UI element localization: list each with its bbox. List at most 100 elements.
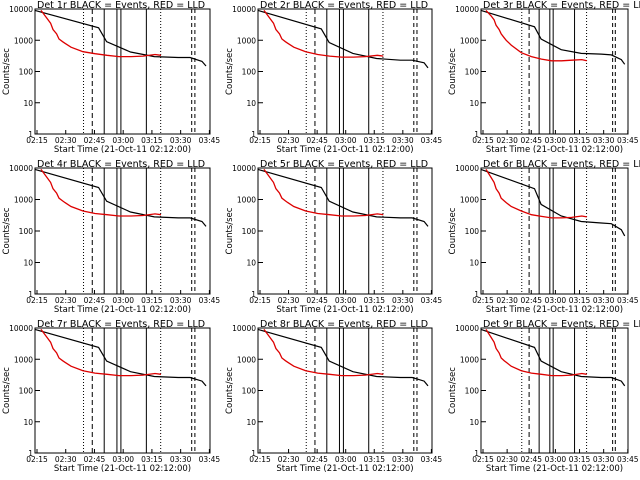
- y-tick-label: 1000: [460, 355, 479, 364]
- x-tick-label: 03:00: [335, 455, 357, 464]
- y-tick-label: 1: [251, 290, 256, 299]
- detector-panel: Det 3r BLACK = Events, RED = LLD 1 10 100 10…: [448, 0, 640, 155]
- panel-title: Det 4r BLACK = Events, RED = LLD: [37, 159, 205, 170]
- x-tick-label: 02:45: [306, 136, 328, 145]
- lld-series-line: [40, 329, 162, 377]
- x-tick-label: 03:15: [141, 136, 163, 145]
- y-tick-label: 1: [251, 449, 256, 458]
- y-tick-label: 100: [242, 227, 257, 236]
- y-tick-label: 100: [242, 387, 257, 396]
- lld-series-line: [485, 329, 587, 377]
- events-series-line: [34, 168, 207, 227]
- x-tick-label: 03:30: [392, 296, 414, 305]
- x-tick-label: 02:15: [26, 296, 48, 305]
- plot-frame: [257, 8, 433, 135]
- y-tick-label: 10000: [9, 5, 33, 14]
- x-axis-label: Start Time (21-Oct-11 02:12:00): [54, 305, 191, 315]
- plot-frame: [480, 167, 629, 295]
- y-tick-label: 1000: [14, 36, 33, 45]
- y-tick-label: 1: [28, 290, 33, 299]
- x-tick-label: 03:15: [569, 455, 591, 464]
- y-tick-label: 10: [469, 99, 479, 108]
- x-tick-label: 02:30: [55, 136, 77, 145]
- y-tick-label: 1: [474, 449, 479, 458]
- y-tick-label: 100: [19, 387, 34, 396]
- y-tick-label: 10: [469, 418, 479, 427]
- x-tick-label: 03:00: [545, 296, 567, 305]
- detector-panel: Det 1r BLACK = Events, RED = LLD 1 10 100 10…: [2, 0, 220, 155]
- x-axis-label: Start Time (21-Oct-11 02:12:00): [276, 305, 413, 315]
- plot-frame: [480, 8, 629, 135]
- x-tick-label: 02:30: [278, 296, 300, 305]
- x-tick-label: 03:15: [363, 296, 385, 305]
- x-tick-label: 03:30: [593, 455, 615, 464]
- x-tick-label: 02:30: [55, 296, 77, 305]
- x-tick-label: 02:30: [496, 136, 518, 145]
- y-tick-label: 100: [465, 387, 480, 396]
- plot-frame: [34, 8, 211, 135]
- x-tick-label: 02:15: [249, 455, 271, 464]
- x-tick-label: 02:15: [26, 136, 48, 145]
- panel-title: Det 6r BLACK = Events, RED = LLD: [483, 159, 640, 170]
- x-tick-label: 02:30: [278, 136, 300, 145]
- x-tick-label: 03:15: [569, 136, 591, 145]
- panel-title: Det 1r BLACK = Events, RED = LLD: [37, 0, 205, 11]
- x-tick-label: 03:30: [170, 455, 192, 464]
- events-series-line: [34, 9, 207, 67]
- y-axis-label: Counts/sec: [225, 367, 235, 414]
- y-tick-label: 1000: [237, 355, 256, 364]
- x-tick-label: 02:30: [55, 455, 77, 464]
- x-tick-label: 02:45: [520, 136, 542, 145]
- x-axis-label: Start Time (21-Oct-11 02:12:00): [486, 305, 623, 315]
- y-tick-label: 1: [474, 290, 479, 299]
- x-tick-label: 03:30: [593, 296, 615, 305]
- x-tick-label: 02:15: [472, 296, 494, 305]
- y-tick-label: 10: [469, 259, 479, 268]
- y-tick-label: 1000: [460, 36, 479, 45]
- x-tick-label: 03:30: [170, 136, 192, 145]
- detector-panel: Det 6r BLACK = Events, RED = LLD 1 10 100 10…: [448, 159, 640, 315]
- lld-series-line: [263, 329, 384, 377]
- x-tick-label: 02:45: [84, 455, 106, 464]
- events-series-line: [257, 9, 429, 69]
- y-tick-label: 10000: [232, 324, 256, 333]
- y-tick-label: 100: [465, 68, 480, 77]
- events-series-line: [480, 168, 626, 237]
- x-axis-label: Start Time (21-Oct-11 02:12:00): [276, 464, 413, 474]
- y-tick-label: 10: [246, 99, 256, 108]
- y-tick-label: 1: [474, 130, 479, 139]
- y-axis-label: Counts/sec: [225, 48, 235, 95]
- y-axis-label: Counts/sec: [448, 367, 458, 414]
- x-tick-label: 02:30: [496, 296, 518, 305]
- x-axis-label: Start Time (21-Oct-11 02:12:00): [276, 145, 413, 155]
- x-tick-label: 03:45: [421, 136, 443, 145]
- events-series-line: [480, 328, 626, 387]
- events-series-line: [480, 9, 626, 65]
- plot-frame: [480, 327, 629, 454]
- y-tick-label: 1: [251, 130, 256, 139]
- x-tick-label: 03:15: [141, 296, 163, 305]
- x-tick-label: 03:00: [545, 136, 567, 145]
- x-tick-label: 02:15: [26, 455, 48, 464]
- lld-series-line: [263, 169, 384, 217]
- y-tick-label: 10: [23, 259, 33, 268]
- x-tick-label: 03:00: [112, 296, 134, 305]
- detector-panel: Det 7r BLACK = Events, RED = LLD 1 10 100 10…: [2, 319, 220, 474]
- x-tick-label: 02:45: [306, 455, 328, 464]
- y-tick-label: 1: [28, 130, 33, 139]
- x-tick-label: 03:30: [392, 455, 414, 464]
- y-axis-label: Counts/sec: [448, 48, 458, 95]
- lld-series-line: [485, 9, 587, 62]
- y-tick-label: 1: [28, 449, 33, 458]
- y-tick-label: 10: [246, 418, 256, 427]
- x-tick-label: 03:45: [421, 455, 443, 464]
- y-tick-label: 1000: [237, 36, 256, 45]
- x-tick-label: 03:15: [141, 455, 163, 464]
- y-axis-label: Counts/sec: [2, 48, 12, 95]
- panel-title: Det 3r BLACK = Events, RED = LLD: [483, 0, 640, 11]
- detector-panel: Det 4r BLACK = Events, RED = LLD 1 10 100 10…: [2, 159, 220, 315]
- x-axis-label: Start Time (21-Oct-11 02:12:00): [486, 464, 623, 474]
- y-tick-label: 10000: [232, 5, 256, 14]
- detector-panel: Det 9r BLACK = Events, RED = LLD 1 10 100 10…: [448, 319, 640, 474]
